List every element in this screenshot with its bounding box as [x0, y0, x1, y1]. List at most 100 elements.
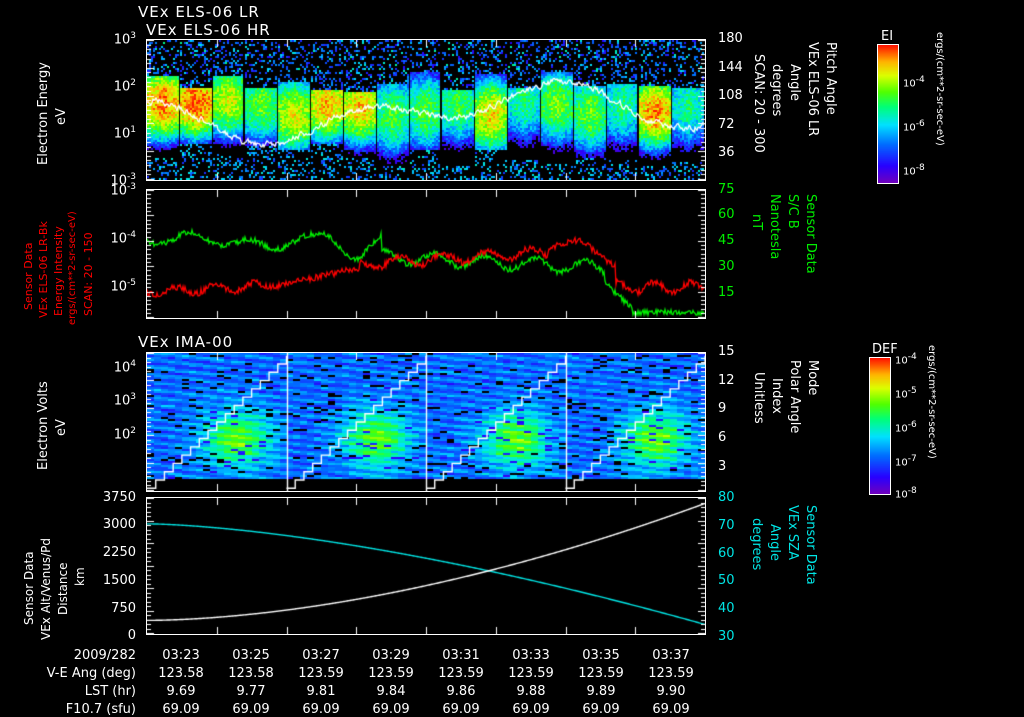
panel2-ytick-0: 10-3: [110, 182, 136, 199]
panel1-title-lr: VEx ELS-06 LR: [138, 3, 260, 21]
panel3-ytick-1: 103: [113, 392, 136, 409]
colorbar-def-tick-2: 10-6: [895, 420, 917, 435]
panel4-ytick-0: 3750: [102, 490, 136, 505]
panel4-y2-label-3: Angle: [767, 524, 782, 561]
panel3-yaxis-label-2: eV: [54, 419, 69, 436]
table-cell-time-4: 03:31: [442, 648, 480, 663]
panel2-y2tick-1: 60: [718, 207, 735, 222]
table-row-label-2: LST (hr): [84, 684, 136, 699]
panel3-y2-label-3: Index: [769, 378, 784, 414]
table-cell-ve_ang-2: 123.59: [298, 666, 344, 681]
table-cell-ve_ang-6: 123.59: [578, 666, 624, 681]
panel1-ytick-1: 102: [113, 78, 136, 95]
panel4-yaxis-label-4: km: [73, 567, 87, 586]
table-cell-time-6: 03:35: [582, 648, 620, 663]
panel1-ytick-0: 103: [113, 31, 136, 48]
table-cell-time-3: 03:29: [372, 648, 410, 663]
panel4-y2tick-3: 50: [718, 573, 735, 588]
panel1-ytick-2: 101: [113, 125, 136, 142]
panel3-ytick-0: 104: [113, 359, 136, 376]
table-cell-time-0: 03:23: [162, 648, 200, 663]
panel1-ytick-3: 10-3: [110, 172, 136, 189]
colorbar-def: [869, 357, 891, 495]
colorbar-ei-tick-2: 10-8: [903, 163, 925, 178]
panel2-y2tick-0: 75: [718, 182, 735, 197]
panel2-yaxis-label-5: SCAN: 20 - 150: [82, 232, 95, 316]
table-cell-time-1: 03:25: [232, 648, 270, 663]
panel3-y2tick-4: 3: [718, 459, 727, 474]
panel2-yaxis-label-1: Sensor Data: [22, 242, 35, 310]
panel2-ytick-2: 10-5: [110, 278, 136, 295]
table-cell-ve_ang-4: 123.59: [438, 666, 484, 681]
table-cell-lst-6: 9.89: [586, 684, 616, 699]
panel4-y2-label-2: VEx SZA: [785, 505, 800, 560]
panel3-y2-label-4: Unitless: [751, 372, 766, 424]
colorbar-def-title: DEF: [872, 342, 898, 357]
panel1-y2-label-1: Pitch Angle: [823, 42, 838, 115]
panel4-timeseries: [146, 497, 706, 635]
panel1-title-hr: VEx ELS-06 HR: [146, 21, 271, 39]
panel3-y2tick-0: 15: [718, 344, 735, 359]
panel2-y2tick-4: 15: [718, 285, 735, 300]
panel4-ytick-3: 1500: [102, 573, 136, 588]
panel2-ytick-1: 10-4: [110, 230, 136, 247]
table-cell-lst-4: 9.86: [446, 684, 476, 699]
panel1-y2-label-2: VEx ELS-06 LR: [805, 42, 820, 137]
panel4-y2tick-0: 80: [718, 490, 735, 505]
panel2-y2tick-2: 45: [718, 233, 735, 248]
colorbar-def-tick-0: 10-4: [895, 352, 917, 367]
table-cell-lst-2: 9.81: [306, 684, 336, 699]
panel2-yaxis-label-4: ergs/(cm**2-sr-sec-eV): [67, 211, 78, 325]
table-cell-lst-1: 9.77: [236, 684, 266, 699]
panel2-y2tick-3: 30: [718, 259, 735, 274]
panel3-ytick-2: 102: [113, 426, 136, 443]
panel4-y2-label-1: Sensor Data: [803, 505, 818, 585]
panel4-yaxis-label-3: Distance: [56, 562, 70, 615]
table-cell-ve_ang-7: 123.59: [648, 666, 694, 681]
panel3-y2-label-1: Mode: [805, 360, 820, 396]
colorbar-ei-unit: ergs/(cm**2-sr-sec-eV): [934, 32, 945, 146]
panel1-y2tick-3: 72: [718, 117, 735, 132]
table-cell-time-5: 03:33: [512, 648, 550, 663]
table-cell-lst-5: 9.88: [516, 684, 546, 699]
panel4-y2tick-2: 60: [718, 546, 735, 561]
table-cell-ve_ang-1: 123.58: [228, 666, 274, 681]
panel2-y2-label-3: Nanotesla: [767, 194, 782, 260]
panel1-yaxis-label-2: eV: [54, 108, 69, 125]
panel2-yaxis-label-3: Energy Intensity: [52, 226, 65, 316]
panel4-y2tick-1: 70: [718, 518, 735, 533]
panel4-ytick-2: 2250: [102, 545, 136, 560]
panel4-ytick-4: 750: [111, 601, 136, 616]
panel3-spectrogram: [146, 352, 706, 492]
colorbar-ei-tick-1: 10-6: [903, 119, 925, 134]
table-row-label-1: V-E Ang (deg): [46, 666, 136, 681]
table-cell-time-7: 03:37: [652, 648, 690, 663]
colorbar-ei-title: EI: [881, 29, 894, 44]
table-cell-f107-7: 69.09: [652, 702, 690, 717]
table-cell-lst-3: 9.84: [376, 684, 406, 699]
colorbar-def-tick-4: 10-8: [895, 486, 917, 501]
panel1-spectrogram: [146, 39, 706, 181]
bottom-parameter-table: 2009/282 V-E Ang (deg) LST (hr) F10.7 (sfu)…: [0, 640, 1024, 717]
table-cell-lst-7: 9.90: [656, 684, 686, 699]
panel3-y2-label-2: Polar Angle: [787, 360, 802, 434]
panel1-y2tick-2: 108: [718, 88, 743, 103]
panel4-y2tick-4: 40: [718, 601, 735, 616]
panel4-yaxis-label-1: Sensor Data: [22, 551, 36, 625]
panel1-y2-label-4: degrees: [769, 64, 784, 117]
colorbar-ei: [877, 44, 899, 184]
table-cell-lst-0: 9.69: [166, 684, 196, 699]
panel1-y2-label-3: Angle: [787, 64, 802, 101]
panel4-y2-label-4: degrees: [749, 518, 764, 571]
table-cell-time-2: 03:27: [302, 648, 340, 663]
panel3-y2tick-1: 12: [718, 373, 735, 388]
panel4-y2tick-5: 30: [718, 629, 735, 644]
panel1-y2-label-5: SCAN: 20 - 300: [751, 54, 766, 153]
panel2-timeseries: [146, 189, 706, 319]
panel3-y2tick-2: 9: [718, 401, 727, 416]
table-row-label-3: F10.7 (sfu): [65, 702, 136, 717]
panel2-y2-label-4: nT: [749, 214, 764, 231]
panel1-y2tick-0: 180: [718, 31, 743, 46]
table-cell-ve_ang-5: 123.59: [508, 666, 554, 681]
